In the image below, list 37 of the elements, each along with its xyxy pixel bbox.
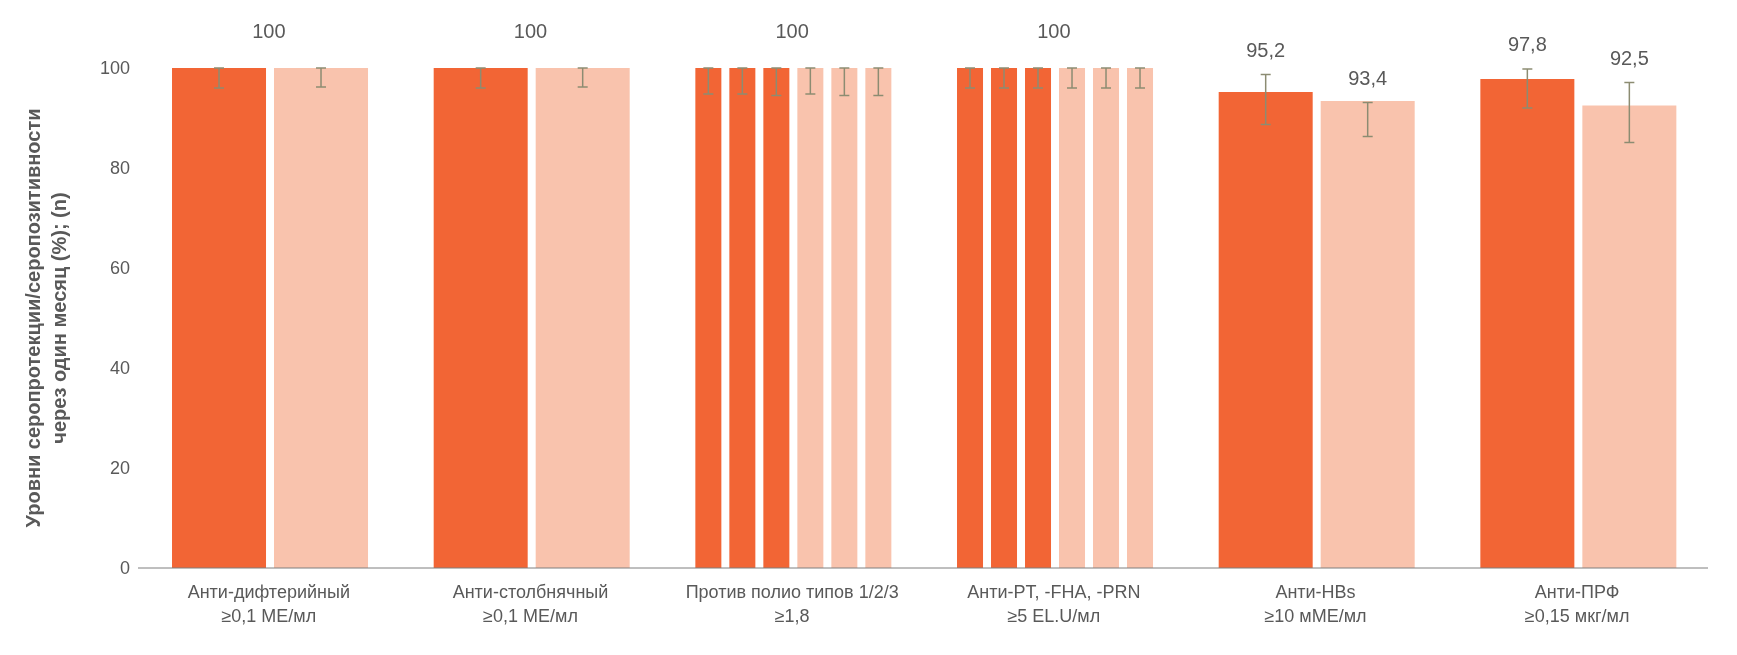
y-tick-label: 80 bbox=[109, 158, 130, 179]
y-tick-label: 20 bbox=[109, 458, 130, 479]
bar bbox=[433, 68, 528, 568]
bar bbox=[763, 68, 790, 568]
bar bbox=[1025, 68, 1052, 568]
bar bbox=[831, 68, 858, 568]
bar bbox=[729, 68, 756, 568]
bar bbox=[535, 68, 630, 568]
bar bbox=[865, 68, 892, 568]
data-label: 95,2 bbox=[1246, 38, 1286, 61]
bar bbox=[1582, 105, 1677, 568]
annotation: 100 bbox=[775, 20, 809, 42]
x-tick-label: Анти-ПРФ ≥0,15 мкг/мл bbox=[1524, 582, 1630, 626]
bar bbox=[1320, 101, 1415, 568]
x-tick-label: Против полио типов 1/2/3 ≥1,8 bbox=[685, 582, 899, 626]
x-tick-label: Анти-дифтерийный ≥0,1 МЕ/мл bbox=[187, 582, 350, 626]
x-tick-label: Анти-PT, -FHA, -PRN ≥5 EL.U/мл bbox=[967, 582, 1141, 626]
annotation: 100 bbox=[1037, 20, 1071, 42]
bar bbox=[172, 68, 267, 568]
bar bbox=[1218, 92, 1313, 568]
y-tick-label: 0 bbox=[119, 558, 130, 579]
y-tick-label: 100 bbox=[99, 58, 130, 79]
data-label: 97,8 bbox=[1507, 33, 1547, 55]
y-tick-label: 40 bbox=[109, 358, 130, 379]
bar bbox=[274, 68, 369, 568]
x-tick-label: Анти-HBs ≥10 мМЕ/мл bbox=[1264, 582, 1367, 626]
bar bbox=[1127, 68, 1154, 568]
x-tick-label: Анти-столбнячный ≥0,1 МЕ/мл bbox=[452, 582, 609, 626]
y-tick-label: 60 bbox=[109, 258, 130, 279]
bar bbox=[1480, 79, 1575, 568]
annotation: 100 bbox=[252, 20, 286, 42]
y-axis-title: Уровни серопротекции/серопозитивности через один месяц (%); (n) bbox=[22, 108, 70, 528]
bar bbox=[1093, 68, 1120, 568]
bar bbox=[991, 68, 1018, 568]
annotation: 100 bbox=[513, 20, 548, 42]
data-label: 92,5 bbox=[1609, 46, 1649, 69]
data-label: 93,4 bbox=[1348, 66, 1388, 89]
